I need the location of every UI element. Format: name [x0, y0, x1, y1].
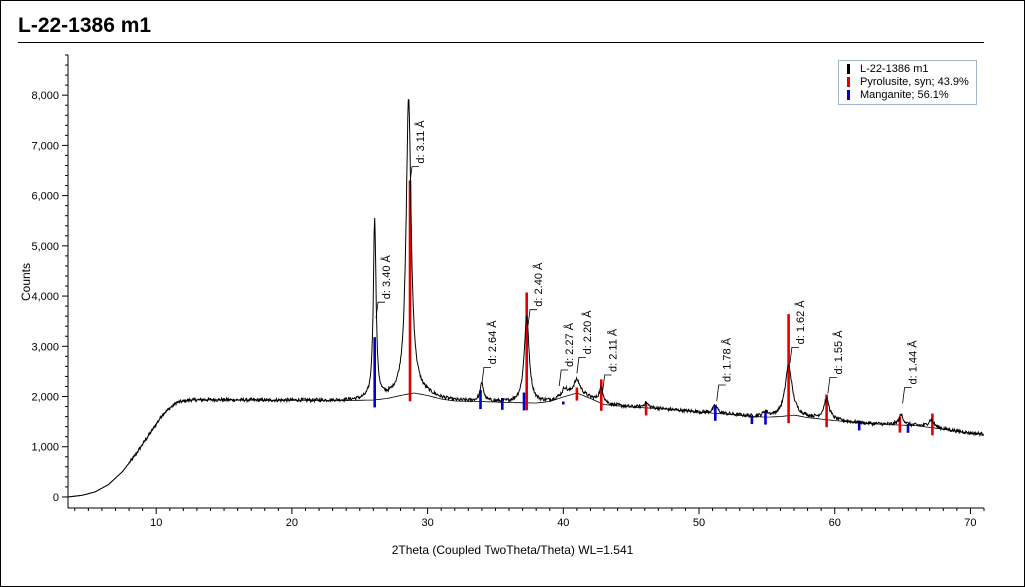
x-tick-label: 30	[421, 517, 433, 529]
annotation: d: 2.27 Å	[558, 322, 576, 387]
pyrolusite-stick	[525, 292, 528, 411]
annotation-label: d: 2.27 Å	[563, 322, 576, 367]
legend[interactable]: L-22-1386 m1 Pyrolusite, syn; 43.9% Mang…	[838, 60, 977, 105]
pyrolusite-stick	[644, 402, 648, 416]
annotation-label: d: 2.40 Å	[532, 262, 545, 307]
annotation-label: d: 2.11 Å	[607, 328, 620, 372]
x-tick-label: 70	[964, 517, 976, 529]
x-tick-label: 50	[693, 517, 705, 529]
annotation-label: d: 1.62 Å	[794, 300, 807, 345]
pyrolusite-stick	[825, 394, 828, 428]
x-tick-label: 40	[557, 517, 569, 529]
annotation-leader	[602, 374, 612, 392]
y-tick-label: 3,000	[31, 341, 59, 353]
annotation-leader	[409, 166, 419, 183]
manganite-stick	[764, 411, 767, 425]
page-title: L-22-1386 m1	[18, 14, 152, 37]
pyrolusite-stick	[787, 314, 790, 424]
annotation: d: 2.64 Å	[481, 320, 499, 384]
manganite-stick	[714, 405, 717, 421]
legend-label-pyrolusite: Pyrolusite, syn; 43.9%	[860, 76, 969, 88]
x-tick-label: 60	[829, 517, 841, 529]
annotation: d: 3.40 Å	[375, 255, 393, 319]
y-tick-label: 2,000	[31, 392, 59, 404]
annotation-label: d: 1.55 Å	[832, 330, 845, 375]
reference-sticks	[373, 180, 934, 436]
manganite-stick	[479, 390, 482, 410]
annotation: d: 3.11 Å	[409, 120, 427, 183]
x-tick-label: 20	[286, 517, 298, 529]
axes: 0 1,000 2,000 3,000 4,000 5,000 6,000 7,000 8,00…	[31, 54, 985, 529]
legend-swatch-sample	[847, 64, 850, 74]
annotation: d: 1.44 Å	[902, 340, 920, 404]
x-axis-label: 2Theta (Coupled TwoTheta/Theta) WL=1.541	[391, 543, 634, 557]
manganite-stick	[906, 424, 910, 433]
annotation-leader	[576, 357, 586, 374]
annotation: d: 2.11 Å	[602, 328, 620, 392]
annotation-leader	[375, 301, 385, 319]
legend-swatch-manganite	[847, 90, 850, 100]
y-tick-label: 8,000	[31, 90, 59, 102]
annotation-label: d: 3.11 Å	[414, 120, 427, 164]
annotation-leader	[716, 384, 726, 402]
legend-swatch-pyrolusite	[847, 77, 850, 87]
peak-annotations: d: 3.40 Å d: 3.11 Å d: 2.64 Å d: 2.40 Å d: 2…	[375, 120, 920, 404]
annotation: d: 2.40 Å	[527, 262, 545, 326]
pattern-line	[68, 99, 984, 498]
y-tick-label: 0	[53, 492, 59, 504]
annotation-label: d: 2.20 Å	[581, 310, 594, 355]
legend-label-sample: L-22-1386 m1	[860, 63, 929, 75]
legend-label-manganite: Manganite; 56.1%	[860, 89, 949, 101]
annotation: d: 1.62 Å	[789, 300, 807, 364]
annotation: d: 2.20 Å	[576, 310, 594, 374]
measured-pattern	[68, 99, 984, 498]
manganite-stick	[750, 415, 754, 424]
pyrolusite-stick	[575, 387, 579, 401]
manganite-stick	[562, 401, 565, 405]
pyrolusite-stick	[408, 180, 412, 402]
title-divider	[18, 42, 984, 43]
pyrolusite-stick	[898, 416, 902, 433]
annotation-leader	[789, 347, 799, 364]
annotation-leader	[558, 369, 569, 387]
annotation-leader	[827, 377, 837, 394]
y-tick-label: 5,000	[31, 241, 59, 253]
manganite-stick	[857, 420, 861, 431]
manganite-stick	[373, 337, 376, 408]
x-tick-label: 10	[150, 517, 162, 529]
y-tick-label: 4,000	[31, 291, 59, 303]
annotation-leader	[902, 387, 912, 404]
y-tick-label: 7,000	[31, 140, 59, 152]
y-tick-label: 6,000	[31, 191, 59, 203]
annotation-label: d: 2.64 Å	[486, 320, 499, 365]
annotation-leader	[527, 309, 537, 326]
annotation-label: d: 1.78 Å	[721, 337, 734, 382]
pyrolusite-stick	[600, 379, 603, 411]
annotation: d: 1.55 Å	[827, 330, 845, 394]
manganite-stick	[522, 392, 526, 411]
manganite-stick	[501, 398, 504, 410]
y-axis-label: Counts	[19, 262, 33, 302]
annotation-leader	[481, 367, 491, 384]
annotation-label: d: 3.40 Å	[380, 255, 393, 300]
pyrolusite-stick	[931, 413, 934, 436]
annotation-label: d: 1.44 Å	[907, 340, 920, 385]
annotation: d: 1.78 Å	[716, 337, 734, 402]
y-tick-label: 1,000	[31, 442, 59, 454]
